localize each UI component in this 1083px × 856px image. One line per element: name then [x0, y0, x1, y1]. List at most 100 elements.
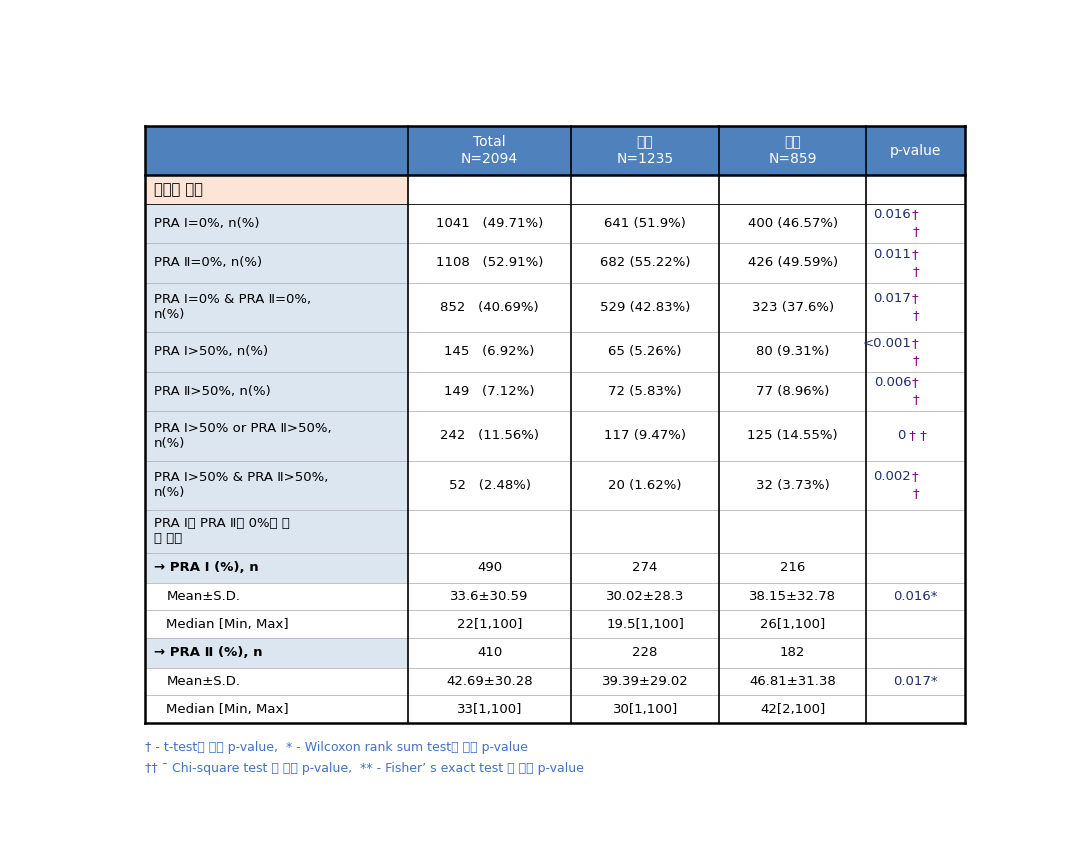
Text: 52   (2.48%): 52 (2.48%)	[448, 479, 531, 492]
Text: 수여자 정보: 수여자 정보	[154, 181, 203, 197]
Text: 852   (40.69%): 852 (40.69%)	[440, 300, 539, 314]
Text: 65 (5.26%): 65 (5.26%)	[609, 345, 682, 359]
Text: <0.001: <0.001	[862, 336, 911, 350]
Text: 0.002: 0.002	[874, 470, 911, 484]
Bar	[719, 126, 866, 175]
Text: PRA I>50%, n(%): PRA I>50%, n(%)	[154, 345, 268, 359]
Bar	[407, 638, 572, 668]
Bar	[145, 510, 407, 553]
Bar	[145, 638, 407, 668]
Text: 410: 410	[477, 646, 503, 659]
Bar	[407, 583, 572, 610]
Bar	[866, 610, 965, 638]
Bar	[572, 204, 719, 243]
Text: 0.011: 0.011	[873, 248, 911, 261]
Bar	[145, 332, 407, 372]
Bar	[572, 243, 719, 282]
Text: 0.016*: 0.016*	[893, 590, 938, 603]
Bar	[407, 243, 572, 282]
Bar	[145, 668, 407, 695]
Text: 641 (51.9%): 641 (51.9%)	[604, 217, 687, 230]
Bar	[407, 332, 572, 372]
Text: PRA Ⅱ=0%, n(%): PRA Ⅱ=0%, n(%)	[154, 257, 262, 270]
Bar	[866, 175, 965, 204]
Bar	[572, 126, 719, 175]
Bar	[145, 282, 407, 332]
Text: 39.39±29.02: 39.39±29.02	[602, 675, 689, 688]
Bar	[866, 461, 965, 510]
Text: 0.017: 0.017	[873, 292, 911, 306]
Text: 323 (37.6%): 323 (37.6%)	[752, 300, 834, 314]
Bar	[866, 553, 965, 583]
Text: PRA Ⅱ>50%, n(%): PRA Ⅱ>50%, n(%)	[154, 385, 271, 398]
Bar	[407, 668, 572, 695]
Bar	[866, 668, 965, 695]
Bar	[719, 461, 866, 510]
Bar	[145, 461, 407, 510]
Text: 0.017*: 0.017*	[893, 675, 938, 688]
Text: 30[1,100]: 30[1,100]	[613, 703, 678, 716]
Text: 26[1,100]: 26[1,100]	[760, 617, 825, 631]
Bar	[407, 372, 572, 411]
Text: †: †	[911, 292, 918, 306]
Bar	[572, 332, 719, 372]
Bar	[719, 175, 866, 204]
Bar	[866, 510, 965, 553]
Bar	[866, 126, 965, 175]
Text: 145   (6.92%): 145 (6.92%)	[444, 345, 535, 359]
Bar	[719, 510, 866, 553]
Bar	[866, 332, 965, 372]
Bar	[407, 282, 572, 332]
Text: †: †	[912, 225, 918, 239]
Bar	[407, 695, 572, 723]
Text: Total
N=2094: Total N=2094	[461, 135, 518, 165]
Bar	[719, 332, 866, 372]
Text: 125 (14.55%): 125 (14.55%)	[747, 430, 838, 443]
Bar	[145, 126, 407, 175]
Text: 490: 490	[477, 562, 503, 574]
Bar	[145, 372, 407, 411]
Text: 19.5[1,100]: 19.5[1,100]	[606, 617, 684, 631]
Bar	[407, 126, 572, 175]
Text: 682 (55.22%): 682 (55.22%)	[600, 257, 690, 270]
Bar	[145, 204, 407, 243]
Bar	[145, 243, 407, 282]
Bar	[719, 553, 866, 583]
Bar	[719, 610, 866, 638]
Bar	[719, 583, 866, 610]
Bar	[407, 610, 572, 638]
Text: 529 (42.83%): 529 (42.83%)	[600, 300, 690, 314]
Bar	[572, 610, 719, 638]
Text: PRA I와 PRA Ⅱ가 0%인 값
은 제외: PRA I와 PRA Ⅱ가 0%인 값 은 제외	[154, 518, 290, 545]
Text: → PRA I (%), n: → PRA I (%), n	[154, 562, 259, 574]
Bar	[866, 695, 965, 723]
Bar	[145, 553, 407, 583]
Text: 1041   (49.71%): 1041 (49.71%)	[435, 217, 544, 230]
Bar	[572, 583, 719, 610]
Text: 33[1,100]: 33[1,100]	[457, 703, 522, 716]
Text: †: †	[912, 265, 918, 278]
Bar	[407, 411, 572, 461]
Text: Mean±S.D.: Mean±S.D.	[167, 675, 240, 688]
Text: 42.69±30.28: 42.69±30.28	[446, 675, 533, 688]
Text: 242   (11.56%): 242 (11.56%)	[440, 430, 539, 443]
Bar	[407, 204, 572, 243]
Bar	[866, 372, 965, 411]
Text: 38.15±32.78: 38.15±32.78	[749, 590, 836, 603]
Text: 182: 182	[780, 646, 806, 659]
Text: †: †	[912, 394, 918, 407]
Bar	[866, 243, 965, 282]
Text: †: †	[911, 208, 918, 221]
Text: 46.81±31.38: 46.81±31.38	[749, 675, 836, 688]
Bar	[572, 510, 719, 553]
Text: †: †	[911, 470, 918, 484]
Text: 42[2,100]: 42[2,100]	[760, 703, 825, 716]
Text: †: †	[911, 336, 918, 350]
Text: 33.6±30.59: 33.6±30.59	[451, 590, 529, 603]
Text: 274: 274	[632, 562, 657, 574]
Text: 0.006: 0.006	[874, 377, 911, 389]
Text: 0.016: 0.016	[874, 208, 911, 221]
Bar	[145, 411, 407, 461]
Text: 뇌사
N=859: 뇌사 N=859	[768, 135, 817, 165]
Bar	[719, 638, 866, 668]
